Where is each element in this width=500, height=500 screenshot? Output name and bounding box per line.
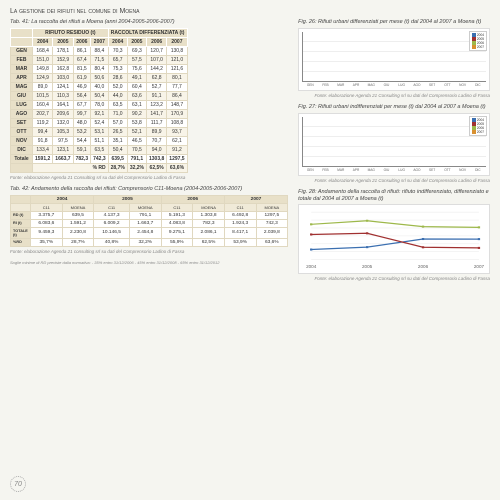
svg-text:2006: 2006 <box>418 264 429 269</box>
fig26-chart: GENFEBMARAPRMAGGIULUGAGOSETOTTNOVDIC 200… <box>298 28 490 91</box>
page-number: 70 <box>10 476 26 492</box>
tab42-caption: Tab. 42: Andamento della raccolta dei ri… <box>10 186 288 193</box>
fig26-caption: Fig. 26: Rifiuti urbani differenziati pe… <box>298 19 490 26</box>
svg-text:2004: 2004 <box>306 264 317 269</box>
fig27-chart: GENFEBMARAPRMAGGIULUGAGOSETOTTNOVDIC 200… <box>298 113 490 176</box>
left-column: Tab. 41: La raccolta dei rifiuti a Moena… <box>10 19 288 288</box>
svg-text:2005: 2005 <box>362 264 373 269</box>
fig28-caption: Fig. 28: Andamento della raccolta di rif… <box>298 189 490 202</box>
tab42-source: Fonte: elaborazione Agenda 21 consulting… <box>10 249 288 254</box>
table-42: 2004200520062007 C11MOENAC11MOENAC11MOEN… <box>10 195 288 247</box>
right-column: Fig. 26: Rifiuti urbani differenziati pe… <box>298 19 490 288</box>
tab41-source: Fonte: elaborazione Agenda 21 Consulting… <box>10 175 288 180</box>
svg-text:2007: 2007 <box>474 264 485 269</box>
page-title: La gestione dei rifiuti nel comune di Mo… <box>10 8 490 15</box>
fig26-source: Fonte: elaborazione Agenda 21 Consulting… <box>298 93 490 98</box>
tab41-caption: Tab. 41: La raccolta dei rifiuti a Moena… <box>10 19 288 26</box>
fig28-chart: 2004 2005 2006 2007 <box>298 204 490 274</box>
fig27-source: Fonte: elaborazione Agenda 21 Consulting… <box>298 178 490 183</box>
fig28-source: Fonte: elaborazione Agenda 21 Consulting… <box>298 276 490 281</box>
fig27-caption: Fig. 27: Rifiuti urbani indifferenziati … <box>298 104 490 111</box>
table-41: RIFIUTO RESIDUO (t)RACCOLTA DIFFERENZIAT… <box>10 28 188 173</box>
tab42-notes: Soglie minime di RD previste dalla norma… <box>10 260 288 265</box>
